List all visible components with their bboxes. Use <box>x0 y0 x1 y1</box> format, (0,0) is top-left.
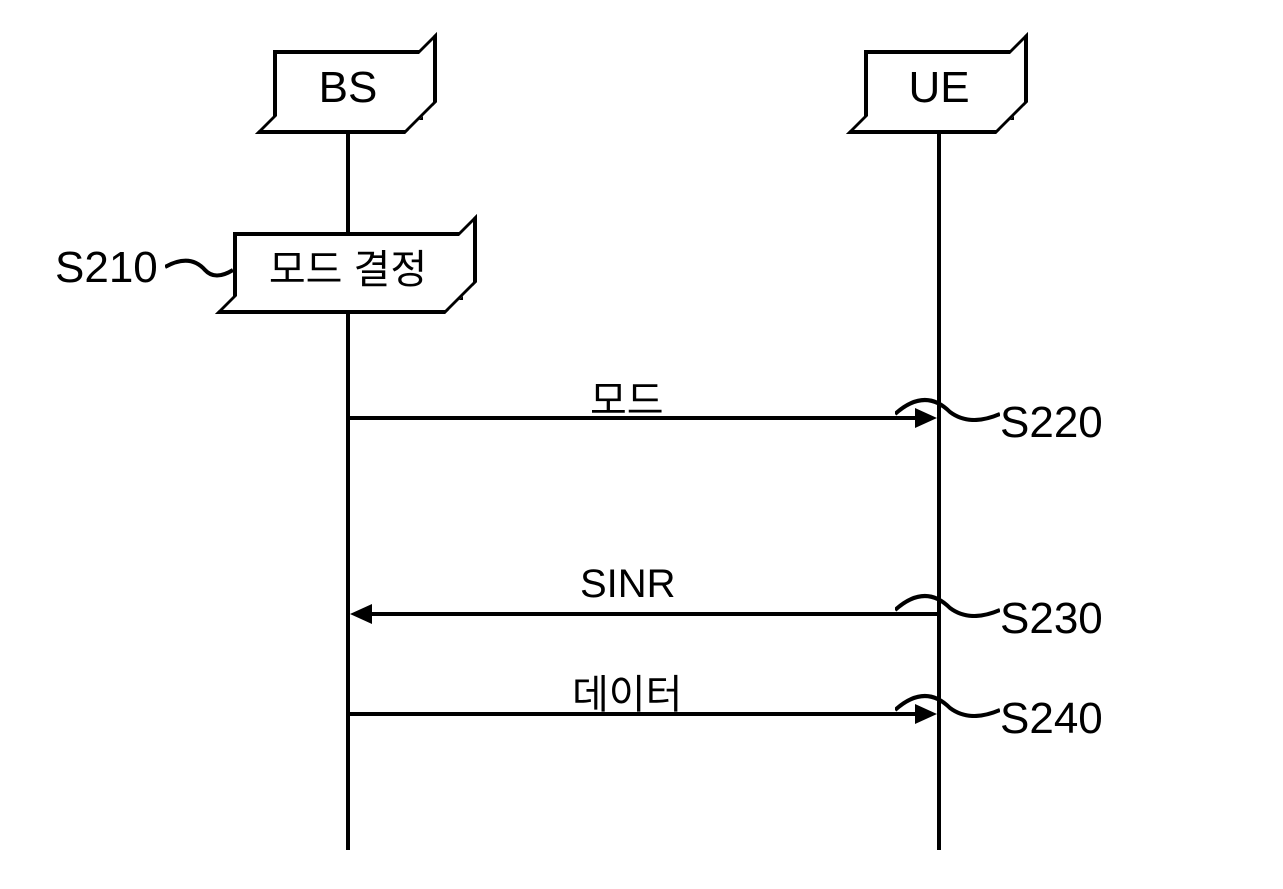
lifeline-bs-bottom <box>346 314 350 850</box>
step-s210-box: 모드 결정 <box>233 232 463 300</box>
step-s240-ref: S240 <box>1000 694 1103 744</box>
participant-bs-label: BS <box>277 54 419 110</box>
step-s230-ref: S230 <box>1000 594 1103 644</box>
participant-bs-box: BS <box>273 50 423 120</box>
step-s210-ref: S210 <box>55 243 158 293</box>
step-s210-connector <box>165 255 235 285</box>
step-s220-ref: S220 <box>1000 398 1103 448</box>
msg-s230-line <box>372 612 939 616</box>
step-s210-box-label: 모드 결정 <box>237 236 459 290</box>
msg-s240-label: 데이터 <box>572 662 682 720</box>
step-s240-connector <box>895 688 1000 718</box>
sequence-diagram: BS UE 모드 결정 S210 모드 S220 SINR S230 데이터 S… <box>0 0 1283 889</box>
participant-ue-box: UE <box>864 50 1014 120</box>
msg-s230-label: SINR <box>580 562 676 607</box>
step-s230-connector <box>895 588 1000 618</box>
step-s220-connector <box>895 392 1000 422</box>
lifeline-bs-top <box>346 134 350 232</box>
participant-ue-label: UE <box>868 54 1010 110</box>
msg-s220-label: 모드 <box>590 368 664 426</box>
msg-s230-arrow <box>350 604 372 624</box>
lifeline-ue <box>937 134 941 850</box>
